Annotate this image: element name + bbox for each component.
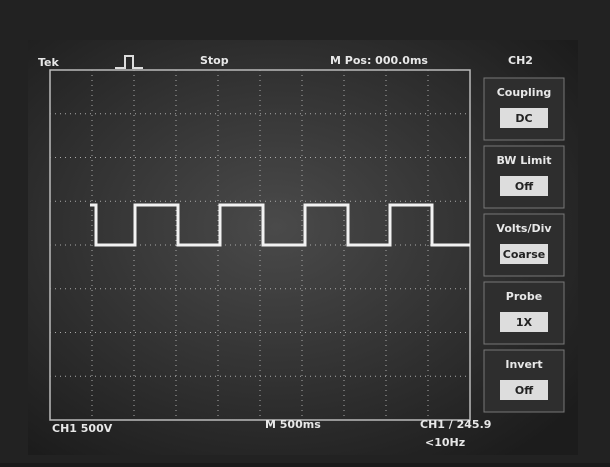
menu-value: DC	[515, 112, 532, 125]
menu-label: Coupling	[497, 86, 552, 99]
menu-value: Coarse	[503, 248, 546, 261]
frequency: <10Hz	[425, 436, 465, 449]
channel: CH1 500V	[52, 422, 113, 435]
status: Stop	[200, 54, 229, 67]
menu-title: CH2	[508, 54, 533, 67]
menu-value: Off	[515, 180, 533, 193]
menu-value: 1X	[516, 316, 533, 329]
menu-label: Volts/Div	[496, 222, 552, 235]
brand: Tek	[38, 56, 60, 69]
page: Tek Stop M Pos: 000.0ms CH2 Coupling DC BW…	[0, 0, 610, 467]
menu-value: Off	[515, 384, 533, 397]
menu-label: Probe	[506, 290, 542, 303]
timebase: M 500ms	[265, 418, 321, 431]
menu-label: BW Limit	[496, 154, 551, 167]
menu: Coupling DC BW Limit Off Volts/Div Coarse Prob…	[484, 78, 564, 412]
oscilloscope-photo: Tek Stop M Pos: 000.0ms CH2 Coupling DC BW…	[0, 0, 610, 463]
menu-label: Invert	[505, 358, 542, 371]
position: M Pos: 000.0ms	[330, 54, 428, 67]
trigger: CH1 / 245.9	[420, 418, 491, 431]
